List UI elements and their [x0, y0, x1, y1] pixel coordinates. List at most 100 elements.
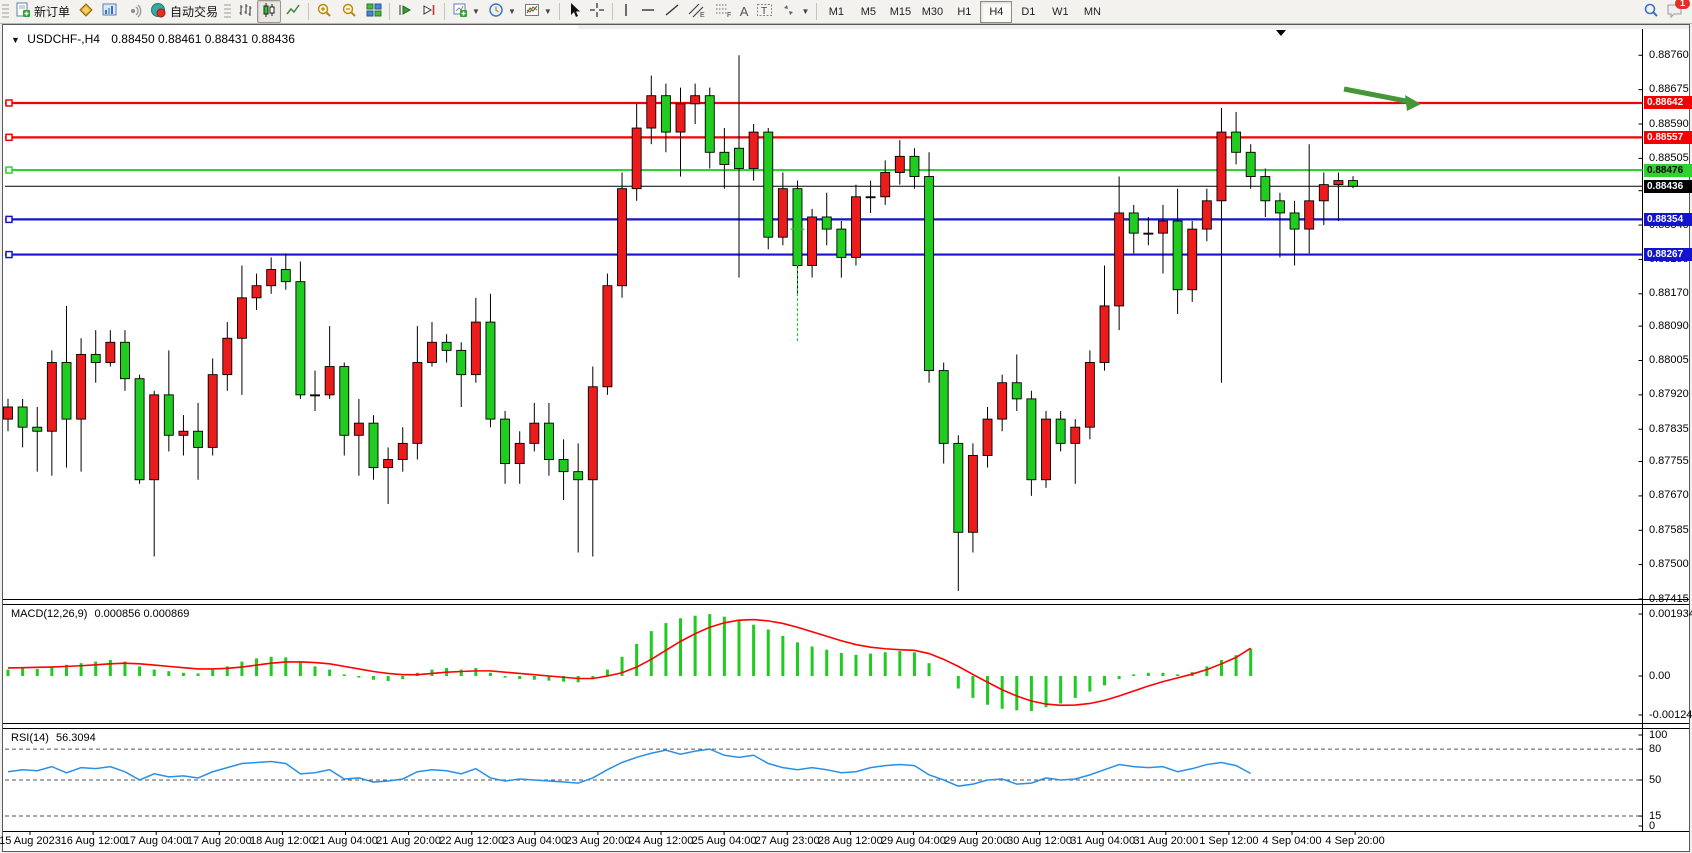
candle — [163, 350, 174, 452]
time-axis-label: 24 Aug 12:00 — [628, 835, 694, 847]
candle — [149, 390, 160, 557]
chart-menu-triangle-icon[interactable]: ▼ — [11, 35, 20, 45]
candle — [792, 180, 803, 294]
bid-price-badge: 0.88436 — [1644, 179, 1692, 193]
candle — [1201, 188, 1212, 242]
timeframe-button-m5[interactable]: M5 — [860, 5, 877, 18]
rsi-line — [7, 748, 1252, 787]
candle — [1084, 350, 1095, 440]
new-chart-button[interactable]: ▼ — [448, 0, 484, 23]
toolbar-grip[interactable] — [2, 3, 9, 20]
line-anchor-handle[interactable] — [5, 250, 13, 259]
candle — [1143, 216, 1154, 246]
candle — [836, 221, 847, 278]
templates-button[interactable]: ▼ — [520, 0, 556, 23]
periods-button[interactable]: ▼ — [484, 0, 520, 23]
candle — [631, 103, 642, 201]
timeframe-button-m15[interactable]: M15 — [889, 5, 912, 18]
price-axis-label: 0.88170 — [1649, 287, 1689, 300]
candle — [1231, 111, 1242, 165]
candle — [602, 273, 613, 395]
macd-main-value: 0.000856 — [94, 608, 141, 620]
trendline-tool-button[interactable] — [660, 0, 684, 23]
candle — [46, 350, 57, 476]
macd-signal-line — [7, 618, 1252, 707]
new-order-button[interactable]: 新订单 — [11, 0, 74, 23]
timeframe-button-mn[interactable]: MN — [1083, 5, 1101, 18]
macd-axis-label: 0.00 — [1649, 669, 1671, 682]
notifications-button[interactable]: 1 — [1666, 0, 1690, 21]
time-axis-label: 23 Aug 20:00 — [565, 835, 631, 847]
chart-shift-button[interactable] — [417, 0, 441, 23]
cursor-icon — [567, 2, 581, 21]
candle — [193, 402, 204, 480]
time-axis-label: 30 Aug 12:00 — [1007, 835, 1073, 847]
timeframe-button-d1[interactable]: D1 — [1021, 5, 1036, 18]
timeframe-button-m30[interactable]: M30 — [921, 5, 944, 18]
zoom-in-button[interactable] — [312, 0, 337, 23]
bar-chart-mode-button[interactable] — [233, 0, 257, 23]
zoom-out-button[interactable] — [337, 0, 362, 23]
candle — [821, 192, 832, 246]
time-axis-label: 17 Aug 04:00 — [123, 835, 189, 847]
editor-button[interactable] — [74, 0, 98, 23]
price-axis-label: 0.87835 — [1649, 422, 1689, 435]
time-axis-label: 21 Aug 20:00 — [376, 835, 442, 847]
timeframe-button-h4[interactable]: H4 — [980, 0, 1013, 23]
candle — [982, 406, 993, 468]
toolbar-grip[interactable] — [224, 3, 232, 20]
macd-label: MACD(12,26,9) 0.000856 0.000869 — [11, 608, 190, 620]
candle — [543, 402, 554, 476]
line-anchor-handle[interactable] — [5, 99, 13, 107]
line-anchor-handle[interactable] — [5, 215, 13, 224]
label-tool-button[interactable]: T — [752, 0, 777, 23]
candle — [953, 435, 964, 591]
auto-scroll-button[interactable] — [393, 0, 417, 23]
tile-windows-button[interactable] — [362, 0, 386, 23]
toolbar-separator — [444, 3, 446, 20]
candlestick-chart-canvas[interactable] — [3, 25, 1689, 849]
candle — [1114, 176, 1125, 331]
line-chart-mode-button[interactable] — [281, 0, 305, 23]
text-tool-button[interactable]: A — [736, 0, 753, 23]
timeframe-button-h1[interactable]: H1 — [957, 5, 972, 18]
candle — [734, 55, 744, 278]
cursor-tool-button[interactable] — [563, 0, 585, 23]
timeframe-button-m1[interactable]: M1 — [828, 5, 845, 18]
candle — [105, 330, 116, 367]
bar-chart-icon — [237, 2, 253, 21]
chart-shift-marker-icon[interactable] — [1276, 30, 1286, 36]
candle — [353, 398, 364, 476]
fibonacci-tool-button[interactable]: F — [710, 0, 736, 23]
trend-arrow-annotation[interactable] — [1343, 86, 1412, 105]
hline-tool-button[interactable] — [636, 0, 660, 23]
time-axis-label: 22 Aug 12:00 — [439, 835, 505, 847]
vline-tool-button[interactable] — [616, 0, 636, 23]
timeframe-button-w1[interactable]: W1 — [1052, 5, 1069, 18]
market-watch-button[interactable] — [98, 0, 122, 23]
crosshair-tool-button[interactable] — [585, 0, 609, 23]
chevron-down-icon: ▼ — [507, 7, 516, 16]
arrows-tool-button[interactable]: ▼ — [777, 0, 813, 23]
candlestick-mode-button[interactable] — [257, 0, 282, 23]
vertical-line-icon — [620, 2, 632, 21]
candle — [909, 148, 920, 189]
candle — [134, 374, 145, 484]
line-anchor-handle[interactable] — [5, 166, 13, 174]
auto-trading-button[interactable]: 自动交易 — [146, 0, 222, 23]
chart-window[interactable]: ▼ USDCHF-,H4 0.88450 0.88461 0.88431 0.8… — [0, 24, 1692, 852]
candle — [924, 152, 935, 383]
line-anchor-handle[interactable] — [5, 133, 13, 142]
channel-tool-button[interactable]: E — [684, 0, 710, 23]
ohlc-high: 0.88461 — [158, 32, 202, 46]
toolbar-separator — [389, 3, 391, 20]
candle — [178, 415, 189, 456]
candle — [76, 338, 87, 472]
candle — [32, 406, 43, 472]
rsi-axis-label: 100 — [1649, 728, 1668, 741]
price-level-badge: 0.88557 — [1644, 130, 1692, 144]
time-axis-label: 28 Aug 12:00 — [817, 835, 883, 847]
signals-button[interactable] — [122, 0, 146, 23]
svg-text:T: T — [761, 6, 767, 17]
search-icon[interactable] — [1643, 2, 1660, 21]
